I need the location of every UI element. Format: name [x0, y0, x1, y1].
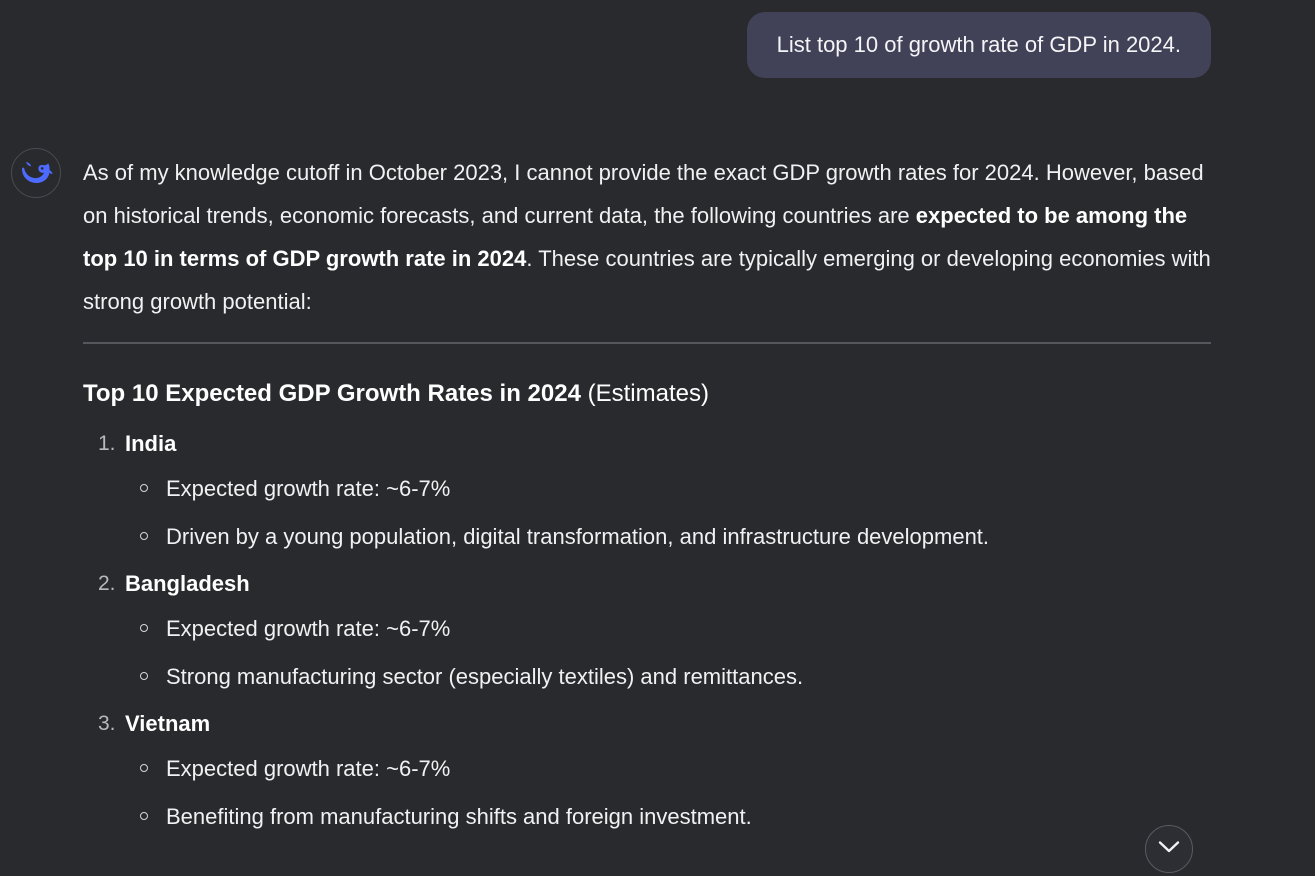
- country-details: Expected growth rate: ~6-7% Strong manuf…: [83, 605, 1211, 701]
- country-item-bangladesh: 2. Bangladesh Expected growth rate: ~6-7…: [83, 566, 1211, 701]
- country-name: India: [125, 431, 177, 456]
- country-details: Expected growth rate: ~6-7% Benefiting f…: [83, 745, 1211, 841]
- hollow-bullet-icon: [140, 764, 148, 772]
- country-list: 1. India Expected growth rate: ~6-7% Dri…: [83, 426, 1211, 841]
- detail-text: Benefiting from manufacturing shifts and…: [166, 804, 752, 829]
- country-item-india: 1. India Expected growth rate: ~6-7% Dri…: [83, 426, 1211, 561]
- detail-item: Expected growth rate: ~6-7%: [83, 745, 1211, 793]
- horizontal-divider: [83, 342, 1211, 344]
- detail-text: Expected growth rate: ~6-7%: [166, 756, 451, 781]
- reply-intro-paragraph: As of my knowledge cutoff in October 202…: [83, 151, 1211, 323]
- country-number: 3.: [98, 712, 116, 735]
- hollow-bullet-icon: [140, 812, 148, 820]
- detail-item: Expected growth rate: ~6-7%: [83, 605, 1211, 653]
- detail-text: Strong manufacturing sector (especially …: [166, 664, 804, 689]
- intro-bold-text: expected to be among the top 10 in terms…: [83, 203, 1188, 271]
- country-title-row: 1. India: [83, 426, 1211, 462]
- intro-text-start: As of my knowledge cutoff in October 202…: [83, 160, 1204, 228]
- detail-item: Expected growth rate: ~6-7%: [83, 465, 1211, 513]
- list-heading-suffix: (Estimates): [580, 380, 709, 407]
- detail-item: Benefiting from manufacturing shifts and…: [83, 793, 1211, 841]
- hollow-bullet-icon: [140, 532, 148, 540]
- assistant-avatar: [11, 148, 61, 198]
- country-item-vietnam: 3. Vietnam Expected growth rate: ~6-7% B…: [83, 706, 1211, 841]
- hollow-bullet-icon: [140, 672, 148, 680]
- deepseek-whale-icon: [19, 156, 53, 191]
- list-heading-bold: Top 10 Expected GDP Growth Rates in 2024: [83, 380, 581, 407]
- country-name: Bangladesh: [125, 571, 250, 596]
- list-heading: Top 10 Expected GDP Growth Rates in 2024…: [83, 376, 1211, 412]
- intro-text-end: . These countries are typically emerging…: [83, 246, 1211, 314]
- hollow-bullet-icon: [140, 624, 148, 632]
- detail-text: Expected growth rate: ~6-7%: [166, 616, 451, 641]
- country-name: Vietnam: [125, 711, 211, 736]
- user-message-text: List top 10 of growth rate of GDP in 202…: [776, 32, 1181, 57]
- country-number: 2.: [98, 572, 116, 595]
- user-message-bubble: List top 10 of growth rate of GDP in 202…: [746, 12, 1211, 78]
- detail-item: Driven by a young population, digital tr…: [83, 513, 1211, 561]
- detail-item: Strong manufacturing sector (especially …: [83, 653, 1211, 701]
- scroll-to-bottom-button[interactable]: [1145, 825, 1193, 873]
- country-details: Expected growth rate: ~6-7% Driven by a …: [83, 465, 1211, 561]
- country-title-row: 2. Bangladesh: [83, 566, 1211, 602]
- detail-text: Expected growth rate: ~6-7%: [166, 476, 451, 501]
- detail-text: Driven by a young population, digital tr…: [166, 524, 990, 549]
- hollow-bullet-icon: [140, 484, 148, 492]
- assistant-reply: As of my knowledge cutoff in October 202…: [83, 151, 1211, 846]
- chevron-down-icon: [1158, 840, 1180, 859]
- country-title-row: 3. Vietnam: [83, 706, 1211, 742]
- country-number: 1.: [98, 432, 116, 455]
